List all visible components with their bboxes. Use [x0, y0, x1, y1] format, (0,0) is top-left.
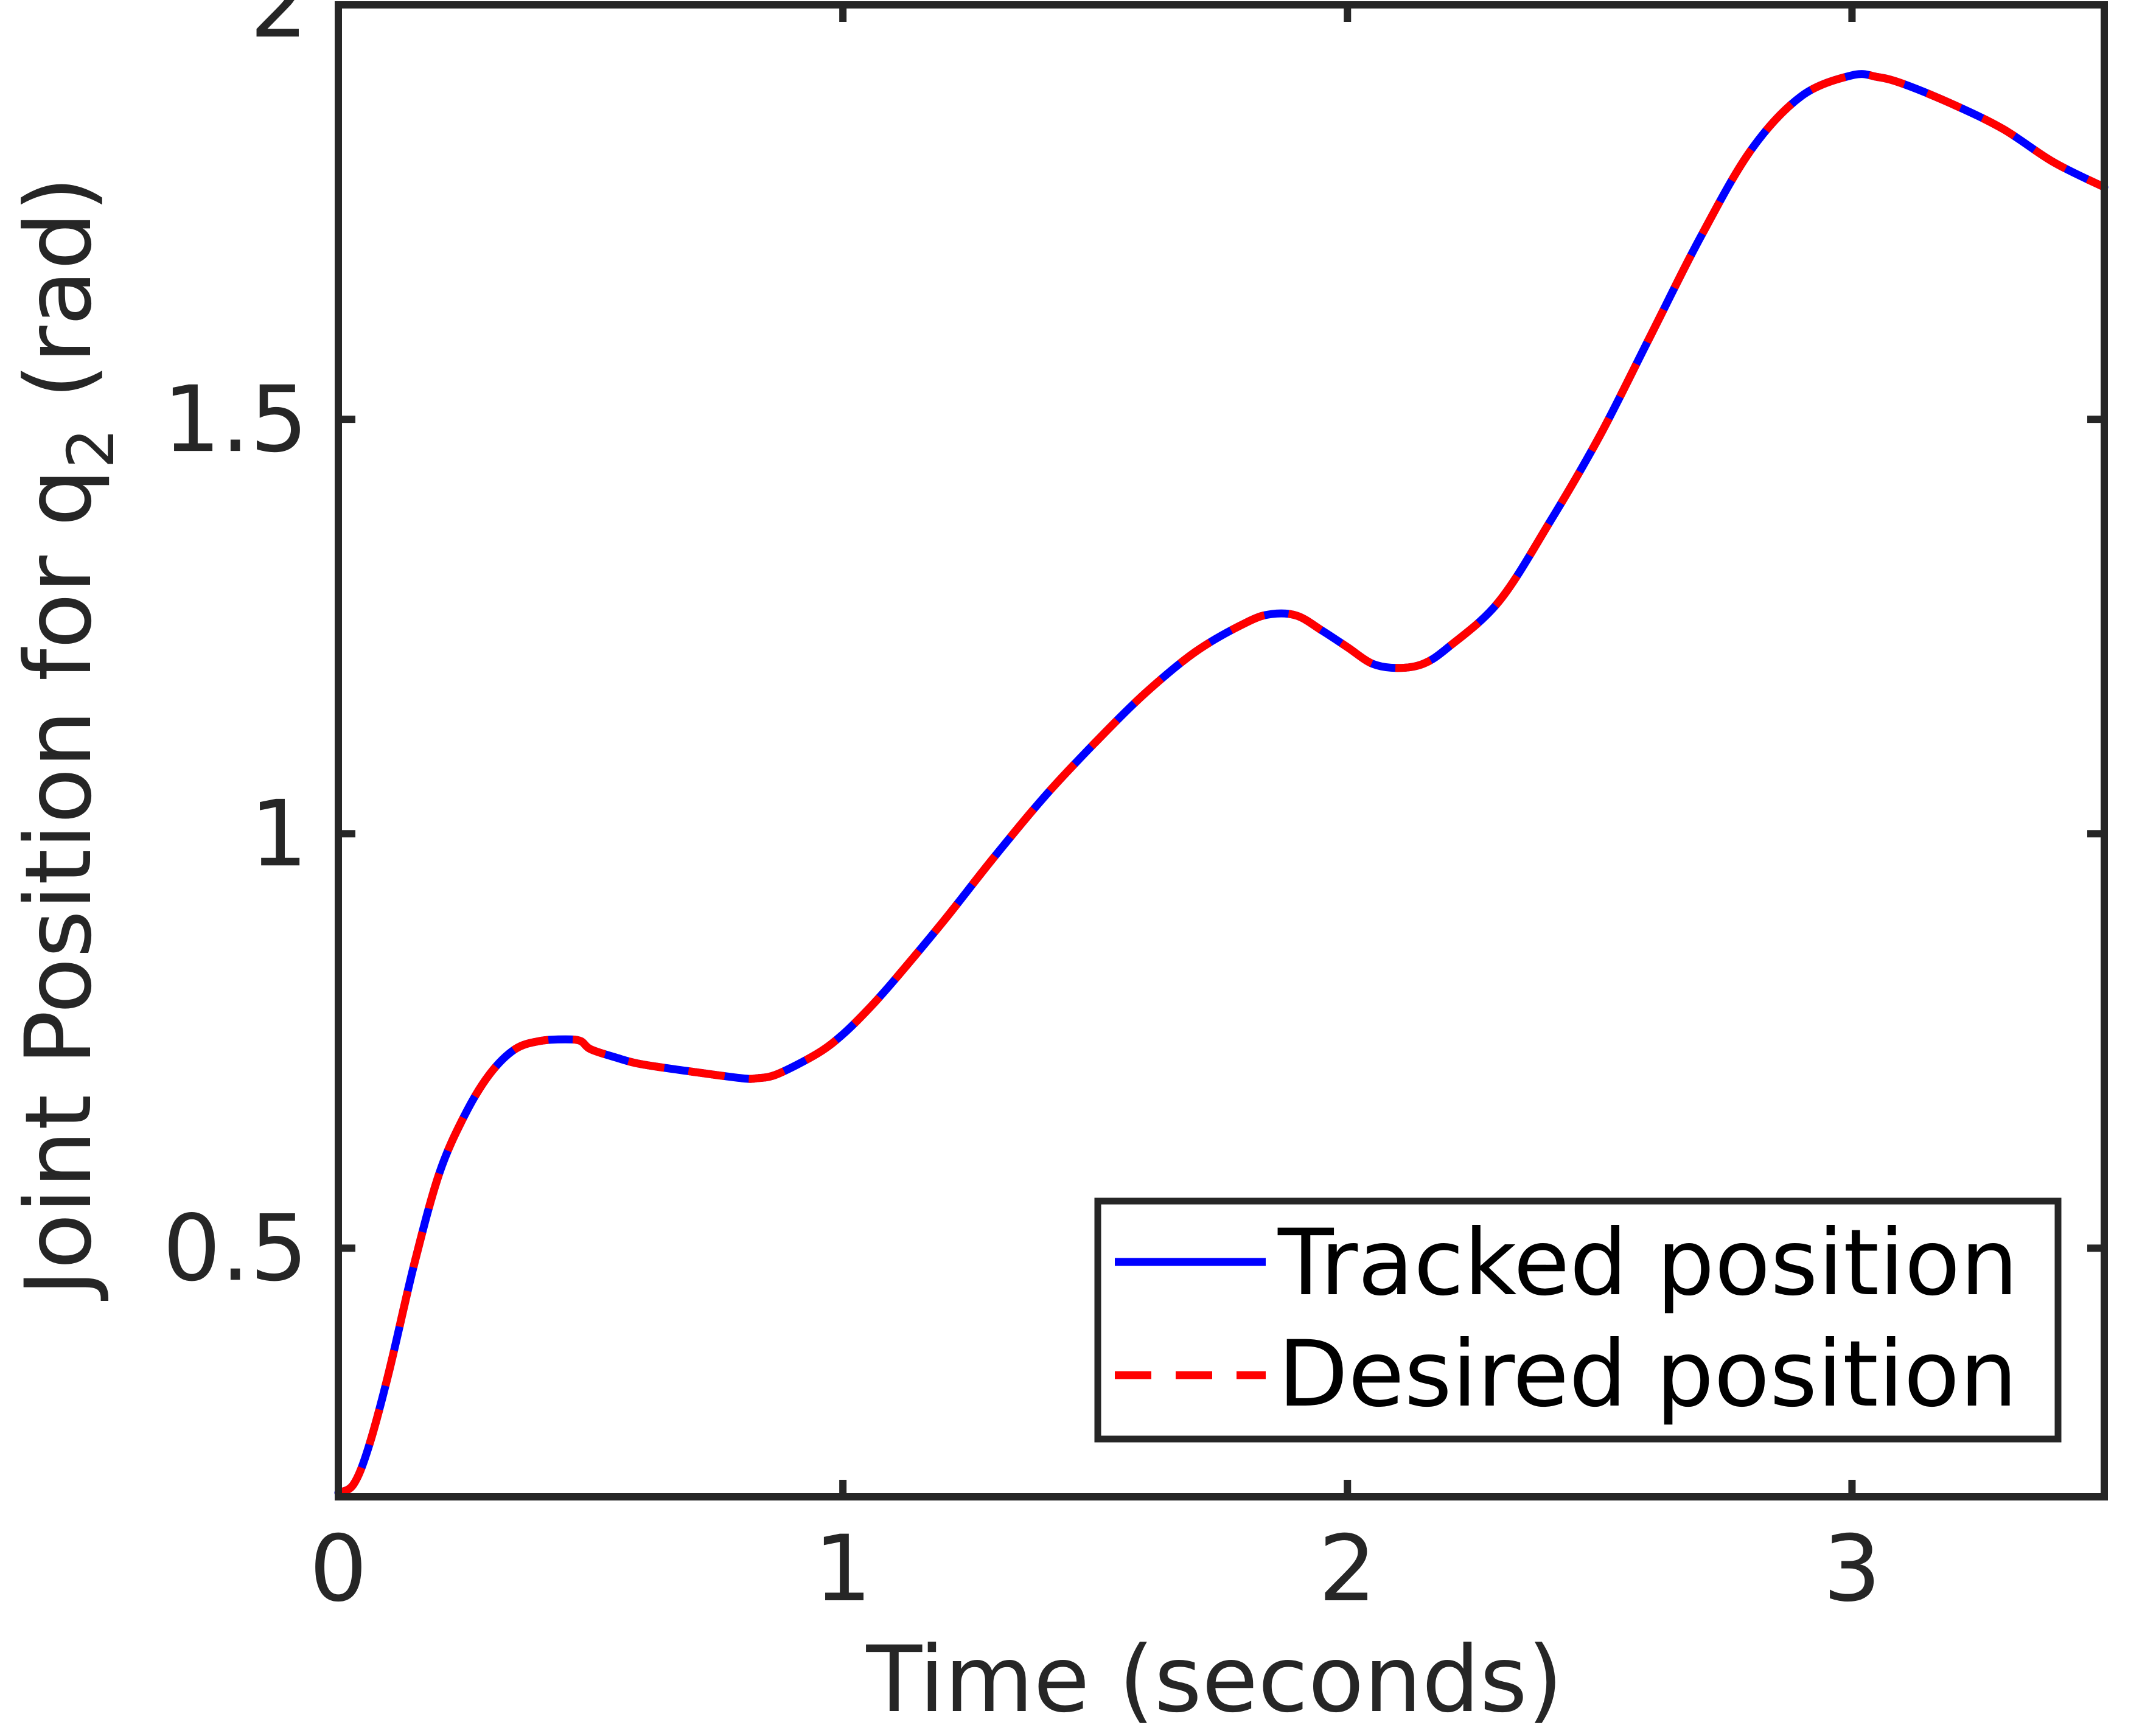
- y-axis-label-subscript: 2: [54, 428, 128, 469]
- x-tick-label: 2: [1319, 1516, 1376, 1622]
- y-axis-label-unit: (rad): [6, 176, 112, 428]
- y-tick-labels: 0.5 1 1.5 2: [162, 0, 308, 1302]
- y-tick-label: 0.5: [162, 1196, 308, 1302]
- y-tick-label: 1.5: [162, 367, 308, 473]
- x-tick-label: 0: [309, 1516, 367, 1622]
- legend: Tracked position Desired position: [1094, 1197, 2062, 1443]
- y-axis-label-main: Joint Position for q: [6, 469, 112, 1301]
- series-layer: [334, 70, 2109, 1497]
- x-tick-label: 3: [1823, 1516, 1881, 1622]
- axes-box: [335, 1, 2108, 1500]
- x-tick-labels: 0 1 2 3: [309, 1516, 1881, 1622]
- legend-label-desired: Desired position: [1278, 1322, 2017, 1427]
- series-line-desired-position: [336, 70, 2106, 1497]
- x-axis-label: Time (seconds): [866, 1627, 1563, 1725]
- y-tick-label: 2: [250, 0, 308, 58]
- y-tick-label: 1: [250, 781, 308, 887]
- legend-box: [1094, 1197, 2062, 1443]
- y-axis-label: Joint Position for q2 (rad): [6, 176, 128, 1301]
- legend-label-tracked: Tracked position: [1277, 1210, 2018, 1316]
- x-tick-label: 1: [814, 1516, 871, 1622]
